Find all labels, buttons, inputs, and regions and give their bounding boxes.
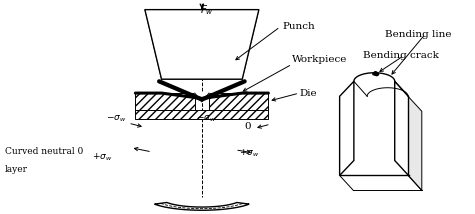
Polygon shape xyxy=(135,110,268,119)
Text: Bending line: Bending line xyxy=(385,30,451,39)
Text: $+\sigma_w$: $+\sigma_w$ xyxy=(92,152,113,163)
Polygon shape xyxy=(145,10,259,79)
Polygon shape xyxy=(135,93,195,110)
Text: $-\sigma_w$: $-\sigma_w$ xyxy=(106,113,127,124)
Text: $+\sigma_w$: $+\sigma_w$ xyxy=(239,147,260,159)
Text: $-\sigma_w$: $-\sigma_w$ xyxy=(196,113,217,124)
Polygon shape xyxy=(154,202,249,210)
Text: Curved neutral 0: Curved neutral 0 xyxy=(5,147,83,156)
Polygon shape xyxy=(195,93,209,102)
Polygon shape xyxy=(340,81,354,175)
Polygon shape xyxy=(408,96,422,190)
Text: Workpiece: Workpiece xyxy=(292,55,348,64)
Text: $F_w$: $F_w$ xyxy=(200,3,214,16)
Text: Bending crack: Bending crack xyxy=(363,51,439,60)
Polygon shape xyxy=(145,10,259,79)
Polygon shape xyxy=(209,93,268,110)
Text: Die: Die xyxy=(299,89,317,98)
Polygon shape xyxy=(395,81,408,175)
Text: Punch: Punch xyxy=(283,22,315,31)
Text: layer: layer xyxy=(5,165,28,174)
Text: 0: 0 xyxy=(245,122,251,131)
